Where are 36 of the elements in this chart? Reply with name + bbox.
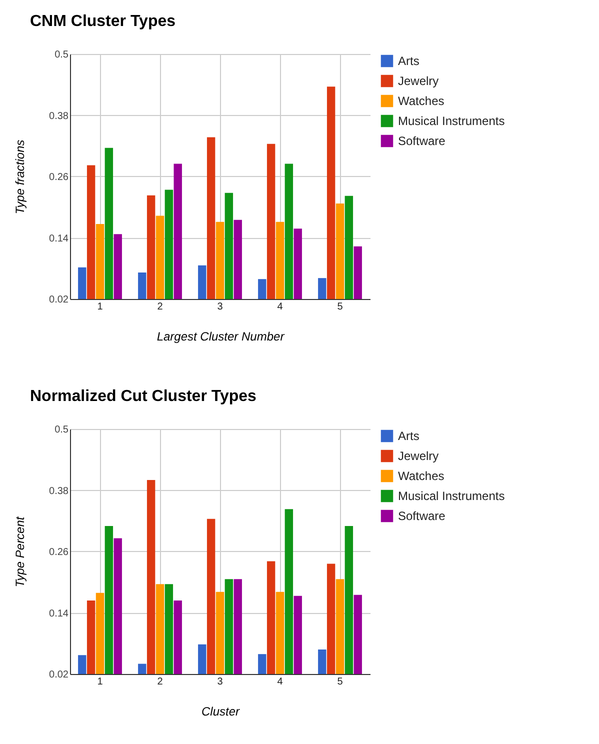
y-tick-label: 0.02	[49, 294, 69, 306]
y-tick-label: 0.38	[49, 486, 69, 497]
y-axis-title: Type fractions	[13, 140, 28, 214]
x-tick-label: 3	[217, 302, 224, 312]
x-tick-label: 3	[217, 676, 224, 688]
legend-label: Jewelry	[398, 74, 439, 88]
legend-label: Watches	[398, 94, 444, 108]
x-tick-label: 1	[97, 302, 104, 312]
legend-label: Musical Instruments	[398, 489, 505, 503]
x-tick-label: 4	[277, 676, 284, 688]
y-tick-label: 0.26	[49, 172, 69, 183]
y-tick-label: 0.14	[49, 608, 69, 620]
y-tick-label: 0.5	[54, 50, 69, 60]
legend-label: Software	[398, 509, 446, 523]
legend-label: Arts	[398, 54, 420, 68]
x-tick-label: 4	[277, 302, 284, 312]
y-axis-title: Type Percent	[13, 516, 28, 588]
x-tick-label: 5	[337, 676, 344, 688]
y-tick-label: 0.5	[54, 424, 69, 436]
chart-title: CNM Cluster Types	[30, 13, 176, 30]
x-axis-title: Largest Cluster Number	[156, 330, 286, 344]
y-tick-label: 0.38	[49, 110, 69, 122]
x-tick-label: 1	[97, 676, 104, 688]
legend-label: Musical Instruments	[398, 114, 505, 128]
x-axis-title: Cluster	[201, 704, 241, 718]
x-tick-label: 2	[157, 302, 164, 312]
legend-label: Software	[398, 134, 446, 148]
x-tick-label: 2	[157, 676, 164, 688]
y-tick-label: 0.14	[49, 233, 69, 244]
legend-label: Jewelry	[398, 449, 439, 463]
y-tick-label: 0.02	[49, 670, 69, 680]
x-tick-label: 5	[337, 302, 344, 312]
chart-title: Normalized Cut Cluster Types	[30, 388, 257, 405]
legend-label: Arts	[398, 429, 420, 443]
legend-label: Watches	[398, 469, 444, 483]
y-tick-label: 0.26	[49, 547, 69, 558]
